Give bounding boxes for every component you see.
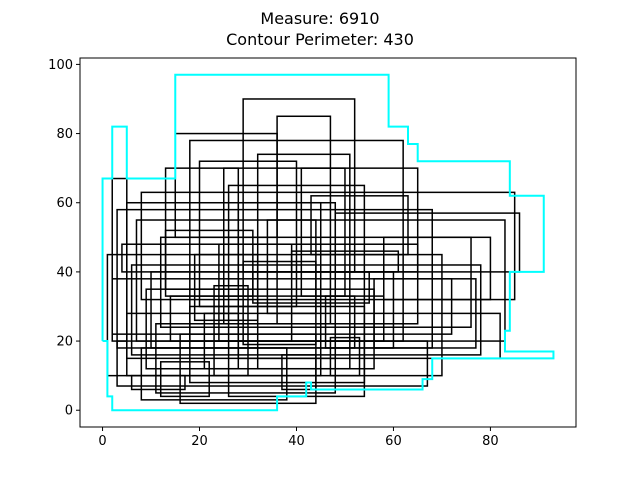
rectangle-38 <box>164 229 254 297</box>
rectangle-47 <box>242 260 317 346</box>
chart-title-line-2: Contour Perimeter: 430 <box>226 30 414 49</box>
rectangle-42 <box>281 354 317 391</box>
x-tick-label-1: 20 <box>191 434 208 449</box>
chart-title-line-1: Measure: 6910 <box>260 9 379 28</box>
x-tick-label-2: 40 <box>288 434 305 449</box>
y-tick-label-4: 80 <box>56 127 73 142</box>
rectangle-31 <box>300 167 346 297</box>
rectangle-36 <box>310 195 409 256</box>
contour-outline <box>101 73 555 412</box>
rectangle-30 <box>193 253 259 322</box>
x-tick-label-4: 80 <box>482 434 499 449</box>
rectangle-15 <box>106 253 443 377</box>
x-tick-label-0: 0 <box>98 434 106 449</box>
rectangle-40 <box>334 212 521 273</box>
axes-frame <box>79 57 577 428</box>
y-tick-label-1: 20 <box>56 335 73 350</box>
rectangle-39 <box>218 243 293 342</box>
rectangle-35 <box>383 236 492 301</box>
y-tick-label-3: 60 <box>56 196 73 211</box>
rectangle-44 <box>130 374 186 391</box>
y-tick-label-0: 0 <box>65 404 73 419</box>
y-tick-label-5: 100 <box>48 58 73 73</box>
rectangle-34 <box>324 295 356 349</box>
rectangle-37 <box>373 278 477 349</box>
rectangle-43 <box>159 361 210 398</box>
x-tick-label-3: 60 <box>385 434 402 449</box>
rectangle-9 <box>140 191 516 301</box>
y-tick-label-2: 40 <box>56 265 73 280</box>
plot-area: 0 20 40 60 80 0 20 40 60 80 100 <box>48 57 577 449</box>
rectangle-28 <box>237 201 337 360</box>
rectangle-32 <box>213 284 249 377</box>
rectangle-41 <box>203 312 240 370</box>
rectangle-45 <box>329 336 361 377</box>
